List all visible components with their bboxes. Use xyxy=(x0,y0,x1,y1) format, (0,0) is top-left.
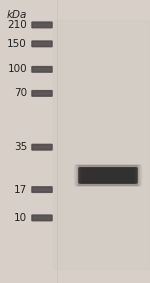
FancyBboxPatch shape xyxy=(75,165,142,186)
FancyBboxPatch shape xyxy=(79,166,137,185)
FancyBboxPatch shape xyxy=(32,22,52,28)
Text: 17: 17 xyxy=(14,185,27,195)
FancyBboxPatch shape xyxy=(32,91,52,96)
FancyBboxPatch shape xyxy=(32,187,52,192)
FancyBboxPatch shape xyxy=(32,187,52,192)
FancyBboxPatch shape xyxy=(32,91,52,96)
FancyBboxPatch shape xyxy=(77,166,139,185)
FancyBboxPatch shape xyxy=(32,67,52,72)
FancyBboxPatch shape xyxy=(32,22,52,27)
Text: 35: 35 xyxy=(14,142,27,152)
FancyBboxPatch shape xyxy=(32,91,52,96)
FancyBboxPatch shape xyxy=(76,165,140,186)
FancyBboxPatch shape xyxy=(32,41,52,46)
FancyBboxPatch shape xyxy=(32,67,52,72)
Bar xyxy=(52,20,150,269)
FancyBboxPatch shape xyxy=(32,22,52,27)
FancyBboxPatch shape xyxy=(32,187,52,192)
Text: 210: 210 xyxy=(7,20,27,30)
FancyBboxPatch shape xyxy=(32,145,52,150)
FancyBboxPatch shape xyxy=(32,22,52,28)
FancyBboxPatch shape xyxy=(32,215,52,221)
Text: 10: 10 xyxy=(14,213,27,223)
Text: 150: 150 xyxy=(7,39,27,49)
FancyBboxPatch shape xyxy=(32,216,52,220)
FancyBboxPatch shape xyxy=(32,42,52,46)
FancyBboxPatch shape xyxy=(32,215,52,220)
FancyBboxPatch shape xyxy=(32,67,52,72)
FancyBboxPatch shape xyxy=(32,23,52,27)
FancyBboxPatch shape xyxy=(32,215,52,221)
FancyBboxPatch shape xyxy=(86,169,130,182)
FancyBboxPatch shape xyxy=(32,145,52,150)
FancyBboxPatch shape xyxy=(32,144,52,150)
FancyBboxPatch shape xyxy=(32,187,52,192)
Text: kDa: kDa xyxy=(7,10,27,20)
FancyBboxPatch shape xyxy=(81,168,135,183)
FancyBboxPatch shape xyxy=(32,67,52,72)
FancyBboxPatch shape xyxy=(84,169,132,182)
FancyBboxPatch shape xyxy=(32,145,52,149)
FancyBboxPatch shape xyxy=(32,91,52,96)
FancyBboxPatch shape xyxy=(32,91,52,96)
Text: 100: 100 xyxy=(7,64,27,74)
FancyBboxPatch shape xyxy=(32,41,52,47)
FancyBboxPatch shape xyxy=(79,168,137,183)
Text: 70: 70 xyxy=(14,88,27,98)
FancyBboxPatch shape xyxy=(32,215,52,220)
FancyBboxPatch shape xyxy=(87,170,129,181)
FancyBboxPatch shape xyxy=(80,168,136,183)
FancyBboxPatch shape xyxy=(82,168,134,183)
FancyBboxPatch shape xyxy=(32,41,52,47)
FancyBboxPatch shape xyxy=(32,187,52,192)
FancyBboxPatch shape xyxy=(83,169,133,182)
FancyBboxPatch shape xyxy=(32,67,52,72)
FancyBboxPatch shape xyxy=(32,144,52,150)
FancyBboxPatch shape xyxy=(32,41,52,46)
